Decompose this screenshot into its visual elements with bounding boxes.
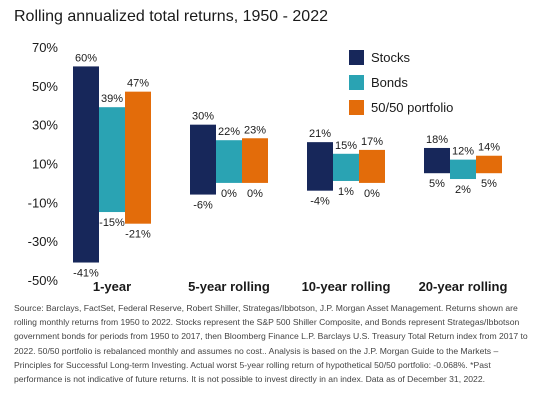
legend-label: 50/50 portfolio — [371, 100, 453, 115]
y-tick-label: 50% — [32, 79, 58, 94]
max-value-label: 60% — [75, 52, 97, 64]
max-value-label: 15% — [335, 140, 357, 152]
bar-bonds-4 — [450, 159, 476, 180]
source-note: Source: Barclays, FactSet, Federal Reser… — [14, 303, 528, 385]
bar-bonds-1 — [99, 107, 125, 213]
bar-bonds-3 — [333, 153, 359, 181]
min-value-label: 2% — [455, 184, 471, 196]
bar-stocks-3 — [307, 142, 333, 191]
legend-swatch — [349, 75, 364, 90]
bar-50-50-portfolio-2 — [242, 138, 268, 183]
min-value-label: 0% — [247, 188, 263, 200]
min-value-label: -15% — [99, 217, 125, 229]
min-value-label: 0% — [221, 188, 237, 200]
returns-chart: 70% 50% 30% 10% -10% -30% -50% 60% -41% 30% -6% 21… — [28, 40, 508, 294]
min-value-label: 5% — [481, 178, 497, 190]
min-value-label: -21% — [125, 229, 151, 241]
legend-label: Stocks — [371, 50, 411, 65]
legend-label: Bonds — [371, 75, 408, 90]
max-value-label: 14% — [478, 142, 500, 154]
max-value-label: 22% — [218, 126, 240, 138]
max-value-label: 47% — [127, 78, 149, 90]
category-label: 1-year — [93, 279, 131, 294]
min-value-label: -4% — [310, 196, 330, 208]
y-tick-label: -50% — [28, 273, 59, 288]
bar-50-50-portfolio-1 — [125, 91, 151, 224]
min-value-label: -6% — [193, 200, 213, 212]
chart-title: Rolling annualized total returns, 1950 -… — [14, 8, 328, 25]
min-value-label: 1% — [338, 186, 354, 198]
bar-50-50-portfolio-4 — [476, 155, 502, 174]
legend-swatch — [349, 100, 364, 115]
min-value-label: 0% — [364, 188, 380, 200]
bar-bonds-2 — [216, 140, 242, 183]
category-labels: 1-year 5-year rolling 10-year rolling 20-ye… — [93, 279, 508, 294]
bars — [73, 66, 502, 263]
max-value-label: 17% — [361, 136, 383, 148]
y-tick-label: -30% — [28, 234, 59, 249]
max-value-label: 21% — [309, 128, 331, 140]
legend-swatch — [349, 50, 364, 65]
y-tick-label: 10% — [32, 157, 58, 172]
data-labels: 60% -41% 30% -6% 21% -4% 18% 5% 39% -15% 22% 0% 15% 1… — [73, 52, 500, 279]
min-value-label: 5% — [429, 178, 445, 190]
max-value-label: 12% — [452, 146, 474, 158]
max-value-label: 30% — [192, 111, 214, 123]
bar-stocks-1 — [73, 66, 99, 263]
y-axis: 70% 50% 30% 10% -10% -30% -50% — [28, 40, 59, 288]
category-label: 20-year rolling — [419, 279, 508, 294]
y-tick-label: 30% — [32, 118, 58, 133]
legend: Stocks Bonds 50/50 portfolio — [349, 50, 453, 115]
max-value-label: 18% — [426, 134, 448, 146]
y-tick-label: 70% — [32, 40, 58, 55]
min-value-label: -41% — [73, 268, 99, 280]
max-value-label: 39% — [101, 93, 123, 105]
bar-50-50-portfolio-3 — [359, 149, 385, 183]
category-label: 10-year rolling — [302, 279, 391, 294]
bar-stocks-2 — [190, 124, 216, 195]
y-tick-label: -10% — [28, 195, 59, 210]
max-value-label: 23% — [244, 124, 266, 136]
category-label: 5-year rolling — [188, 279, 270, 294]
bar-stocks-4 — [424, 147, 450, 174]
